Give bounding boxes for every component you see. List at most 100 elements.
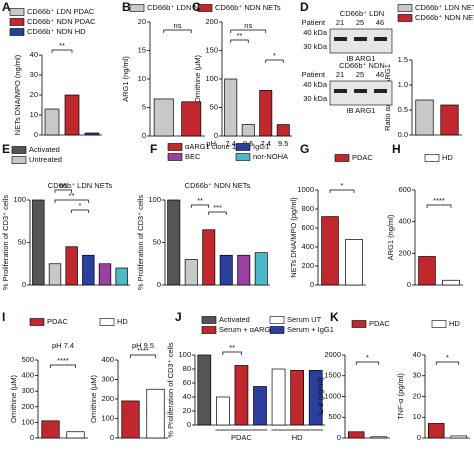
sig-label: ns	[59, 181, 67, 190]
y-tick-label: 0	[214, 131, 218, 140]
y-tick-label: 300	[21, 386, 34, 395]
y-tick-label: 1.5	[398, 55, 408, 64]
y-tick-label: 30	[413, 371, 421, 380]
y-tick-label: 10	[138, 74, 146, 83]
sig-bracket	[208, 211, 227, 215]
y-tick-label: 500	[328, 412, 341, 421]
y-axis-label: Ornithine (µM)	[89, 374, 98, 423]
sig-label: ****	[57, 356, 69, 365]
bar	[121, 400, 140, 439]
y-axis-label: % Proliferation of CD3⁺ cells	[1, 195, 10, 290]
panel-letter: I	[2, 310, 5, 324]
legend-label: CD66b⁺ NDN HD	[27, 27, 86, 36]
y-tick-label: 20	[413, 391, 421, 400]
y-tick-label: 400	[301, 242, 314, 251]
bar	[153, 98, 174, 137]
bar	[146, 388, 165, 439]
legend-swatch	[397, 4, 413, 12]
bar	[197, 354, 212, 426]
y-tick-label: 100	[101, 413, 114, 422]
legend-label: HD	[442, 153, 453, 162]
legend-swatch	[9, 8, 25, 16]
bar	[216, 396, 230, 426]
blot-marker: 40 kDa	[303, 28, 328, 37]
bar	[276, 124, 290, 137]
y-tick-label: 200	[398, 248, 411, 257]
sig-label: ns	[244, 21, 252, 30]
y-axis-label: TNF-α (pg/ml)	[396, 373, 405, 420]
legend-swatch	[9, 18, 25, 26]
y-tick-label: 40	[30, 50, 38, 59]
bar	[32, 199, 45, 286]
legend-swatch	[201, 326, 217, 334]
sig-bracket	[230, 29, 267, 33]
panel-letter: C	[192, 0, 201, 14]
y-tick-label: 0	[310, 280, 314, 289]
sig-bracket	[163, 29, 192, 33]
legend-label: Serum UT	[287, 315, 322, 324]
sig-label: *	[446, 353, 449, 362]
y-tick-label: 60	[183, 378, 191, 387]
sig-label: *	[273, 51, 276, 60]
bar	[321, 216, 339, 286]
y-tick-label: 1.0	[398, 80, 408, 89]
sig-label: **	[59, 41, 65, 50]
y-tick-label: 0	[110, 433, 114, 442]
y-tick-label: 600	[301, 223, 314, 232]
sig-bracket	[435, 361, 460, 365]
bar	[181, 101, 202, 137]
y-axis-label: Ornithine (µM)	[193, 54, 202, 103]
y-tick-label: 20	[30, 90, 38, 99]
legend-swatch	[397, 14, 413, 22]
legend-swatch	[167, 143, 183, 151]
y-tick-label: 0	[407, 280, 411, 289]
y-tick-label: 1000	[297, 185, 314, 194]
bar	[345, 239, 363, 286]
legend-swatch	[235, 143, 251, 151]
y-tick-label: 5	[142, 102, 146, 111]
blot-band	[374, 89, 387, 93]
sig-bracket	[71, 209, 89, 213]
blot-patient: Patient	[302, 70, 326, 79]
bar	[440, 104, 459, 136]
y-tick-label: 0	[417, 433, 421, 442]
y-tick-label: 100	[148, 195, 161, 204]
bar	[167, 199, 181, 286]
y-tick-label: 400	[101, 355, 114, 364]
legend-label: CD66b⁺ LDN PDAC	[27, 7, 95, 16]
legend-label: αARG1 clone 1.10	[185, 142, 246, 151]
legend-label: Activated	[29, 145, 60, 154]
bar	[308, 370, 323, 426]
legend-label: HD	[449, 319, 460, 328]
y-tick-label: 80	[183, 364, 191, 373]
panel-subtitle: pH 7.4	[52, 341, 74, 350]
bar	[290, 370, 304, 426]
bar	[259, 90, 273, 137]
y-tick-label: 50	[153, 237, 161, 246]
legend-swatch	[235, 153, 251, 161]
y-tick-label: 0	[142, 131, 146, 140]
y-axis-label: Ornithine (µM)	[9, 374, 18, 423]
y-axis-label: ARG1 (ng/ml)	[121, 56, 130, 102]
bar	[219, 254, 233, 286]
panel-letter: F	[150, 142, 157, 156]
panel-letter: H	[392, 142, 401, 156]
legend-label: HD	[117, 317, 128, 326]
blot-patient: Patient	[302, 18, 326, 27]
group-label: HD	[292, 433, 303, 442]
bar	[418, 256, 436, 286]
legend-swatch	[351, 320, 367, 328]
legend-swatch	[11, 156, 27, 164]
bar	[65, 246, 78, 286]
legend-swatch	[269, 326, 285, 334]
legend-swatch	[269, 316, 285, 324]
x-axis-label: pH	[206, 139, 216, 148]
bar	[84, 132, 100, 136]
legend-label: CD66b⁺ LDN NETs	[147, 3, 212, 12]
y-tick-label: 40	[413, 350, 421, 359]
bar	[234, 365, 249, 426]
sig-bracket	[54, 199, 89, 203]
y-tick-label: 0	[187, 420, 191, 429]
bar	[44, 108, 60, 136]
legend-swatch	[11, 146, 27, 154]
